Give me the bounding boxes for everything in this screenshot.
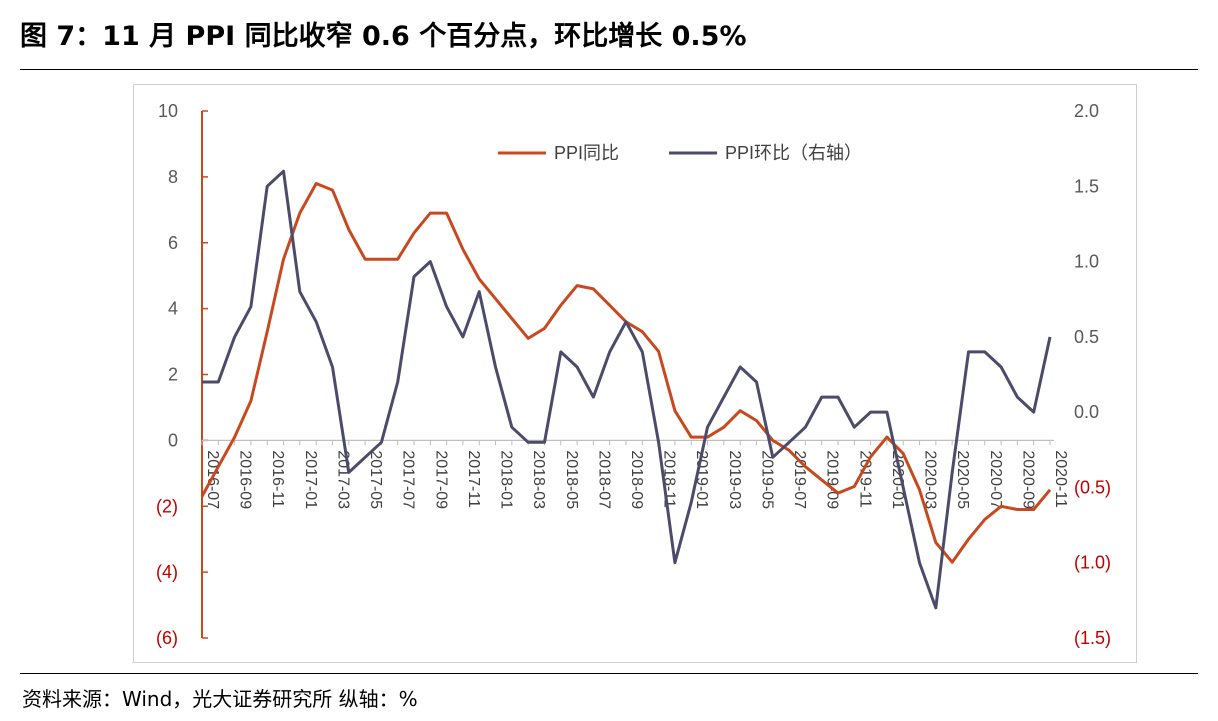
x-axis-tick-label: 2016-09 — [237, 450, 254, 509]
x-axis-tick-label: 2019-03 — [726, 450, 743, 509]
x-axis-tick-label: 2018-01 — [498, 450, 515, 509]
x-axis-tick-label: 2020-01 — [889, 450, 906, 509]
left-axis-tick-label: 2 — [168, 365, 178, 385]
left-axis-tick-label: 4 — [168, 299, 178, 319]
series-line-ppi-yoy — [200, 182, 1052, 564]
x-axis-tick-label: 2017-03 — [334, 450, 351, 509]
left-axis-tick-label: 8 — [168, 167, 178, 187]
series-line-ppi-mom — [202, 169, 1052, 610]
x-axis-tick-label: 2020-05 — [954, 450, 971, 509]
x-axis-tick-label: 2019-09 — [824, 450, 841, 509]
source-note: 资料来源：Wind，光大证券研究所 纵轴：% — [22, 687, 418, 711]
right-axis-tick-label: 0.5 — [1074, 327, 1099, 347]
left-axis-tick-label: 0 — [168, 430, 178, 450]
x-axis-tick-label: 2017-01 — [302, 450, 319, 509]
x-axis-tick-label: 2016-11 — [269, 450, 286, 508]
title-divider — [20, 69, 1198, 70]
x-axis-tick-label: 2020-07 — [987, 450, 1004, 509]
left-axis-tick-label: (4) — [156, 562, 178, 582]
x-axis-tick-label: 2018-09 — [628, 450, 645, 509]
legend-label-ppi-yoy: PPI同比 — [554, 143, 619, 163]
right-axis-tick-label: 1.0 — [1074, 252, 1099, 272]
right-axis-tick-label: 1.5 — [1074, 176, 1099, 196]
left-axis-tick-label: (2) — [156, 496, 178, 516]
left-axis-tick-label: 6 — [168, 233, 178, 253]
source-divider — [20, 673, 1198, 674]
x-axis-tick-label: 2017-05 — [367, 450, 384, 509]
right-axis-tick-label: (1.5) — [1074, 628, 1111, 648]
left-axis-tick-label: 10 — [158, 101, 178, 121]
x-axis-tick-label: 2017-09 — [432, 450, 449, 509]
x-axis-tick-label: 2020-09 — [1019, 450, 1036, 509]
x-axis-tick-label: 2019-11 — [856, 450, 873, 508]
x-axis-tick-label: 2018-03 — [530, 450, 547, 509]
legend-label-ppi-mom: PPI环比（右轴） — [725, 143, 862, 163]
right-axis-tick-label: (0.5) — [1074, 477, 1111, 497]
x-axis-tick-label: 2017-07 — [400, 450, 417, 509]
x-axis-tick-label: 2019-01 — [693, 450, 710, 509]
right-axis-tick-label: (1.0) — [1074, 553, 1111, 573]
x-axis-tick-label: 2018-05 — [563, 450, 580, 509]
left-axis-tick-label: (6) — [156, 628, 178, 648]
chart-frame: (6) (4) (2) 0 2 4 6 8 10 (1.5) (1.0) (0.5) 0.0 0.5 1.0… — [133, 84, 1137, 663]
line-chart: (6) (4) (2) 0 2 4 6 8 10 (1.5) (1.0) (0.5) 0.0 0.5 1.0… — [156, 101, 1111, 648]
page-title: 图 7：11 月 PPI 同比收窄 0.6 个百分点，环比增长 0.5% — [20, 21, 747, 52]
x-axis-tick-label: 2020-11 — [1052, 450, 1069, 508]
x-axis-tick-label: 2019-05 — [758, 450, 775, 509]
x-axis-tick-label: 2018-07 — [595, 450, 612, 509]
right-axis-tick-label: 2.0 — [1074, 101, 1099, 121]
x-axis-tick-label: 2017-11 — [465, 450, 482, 508]
right-axis-tick-label: 0.0 — [1074, 402, 1099, 422]
x-axis-tick-label: 2020-03 — [922, 450, 939, 509]
